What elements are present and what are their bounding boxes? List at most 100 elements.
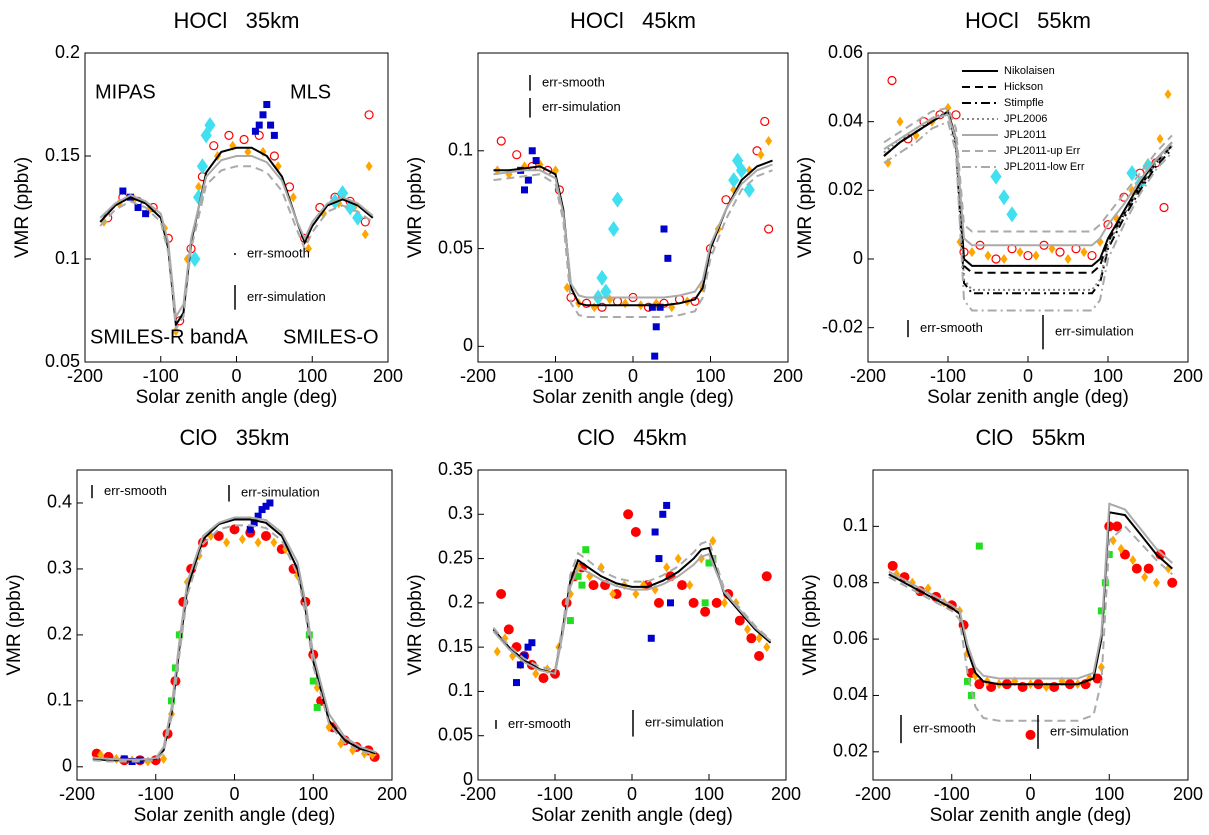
data-point [1080, 247, 1088, 258]
panel: HOCl 45km Solar zenith angle (deg) VMR (pp… [405, 8, 803, 408]
model-line [883, 109, 1173, 295]
data-point [990, 168, 1002, 185]
y-tick-label: 0.1 [55, 248, 80, 268]
data-point [1064, 254, 1072, 264]
chart-title: ClO 55km [975, 425, 1085, 450]
x-tick-label: -100 [930, 366, 966, 386]
plot-frame [84, 52, 389, 363]
data-point [239, 134, 249, 145]
data-point [1109, 535, 1117, 546]
legend-label: JPL2006 [1004, 113, 1047, 125]
x-tick-label: 200 [377, 784, 407, 804]
data-point [254, 512, 262, 520]
y-tick-label: 0.06 [833, 628, 868, 648]
data-point [667, 599, 674, 607]
y-axis-label: VMR (ppbv) [795, 157, 816, 258]
annotation: err-simulation [542, 99, 621, 114]
x-tick-label: 0 [1025, 784, 1035, 804]
data-point [244, 146, 252, 157]
x-tick-label: -200 [855, 784, 891, 804]
plot-frame [477, 52, 789, 363]
model-line [492, 552, 772, 675]
data-point [209, 141, 219, 151]
data-point [732, 152, 744, 169]
observation-series [120, 499, 274, 766]
data-point [1117, 543, 1125, 554]
legend-label: Stimpfle [1004, 97, 1044, 109]
data-point [975, 542, 983, 550]
data-point [254, 537, 262, 548]
plot-area [493, 116, 774, 360]
data-point [686, 580, 694, 591]
data-point [734, 615, 745, 626]
data-point [365, 161, 373, 172]
data-point [304, 243, 312, 254]
data-point [887, 560, 898, 571]
data-point [688, 597, 699, 608]
annotation: err-simulation [1050, 723, 1129, 738]
data-point [1032, 250, 1040, 261]
observation-series [168, 631, 321, 711]
y-tick-label: 0.05 [438, 237, 473, 257]
data-point [746, 633, 757, 644]
data-point [1129, 555, 1137, 566]
data-point [609, 589, 617, 599]
y-tick-label: 0.1 [448, 680, 473, 700]
data-point [258, 506, 266, 514]
data-point [596, 269, 608, 286]
data-point [630, 527, 641, 537]
data-point [705, 559, 713, 567]
data-point [674, 553, 682, 564]
data-point [160, 753, 168, 764]
x-tick-label: -200 [460, 784, 496, 804]
data-point [721, 195, 731, 205]
data-point [255, 121, 263, 129]
data-point [200, 127, 212, 144]
y-axis-label: VMR (ppbv) [800, 574, 821, 675]
data-point [1097, 607, 1105, 615]
data-point [887, 75, 897, 86]
data-point [660, 225, 668, 233]
data-point [1141, 572, 1149, 583]
data-point [663, 501, 671, 509]
y-tick-label: 0.3 [448, 503, 473, 523]
data-point [1126, 165, 1138, 182]
model-line [92, 524, 377, 763]
x-tick-label: 200 [373, 366, 403, 386]
data-point [189, 251, 201, 267]
data-point [352, 209, 364, 226]
data-point [896, 116, 904, 127]
annotation: err-smooth [104, 483, 167, 498]
legend-label: JPL2011-up Err [1004, 145, 1081, 157]
x-tick-label: 200 [1173, 366, 1203, 386]
x-tick-label: -100 [537, 366, 573, 386]
legend-label: Nikolaisen [1004, 65, 1055, 77]
y-tick-label: 0.06 [828, 42, 863, 62]
y-tick-label: 0.15 [438, 636, 473, 656]
y-tick-label: 0.1 [47, 690, 72, 710]
data-point [270, 131, 278, 139]
panel: ClO 45km Solar zenith angle (deg) VMR (ppb… [405, 425, 801, 826]
panel: ClO 55km Solar zenith angle (deg) VMR (ppb… [800, 425, 1203, 826]
data-point [503, 624, 514, 635]
data-point [600, 283, 612, 300]
y-tick-label: 0 [62, 756, 72, 776]
observation-series [103, 110, 374, 326]
data-point [313, 703, 321, 711]
model-line [492, 539, 772, 672]
data-point [760, 116, 770, 127]
data-point [623, 509, 634, 520]
y-tick-label: 0.2 [55, 42, 80, 62]
data-point [269, 151, 279, 161]
annotation: err-simulation [247, 289, 326, 304]
instrument-label: MLS [290, 81, 331, 103]
y-axis-label: VMR (ppbv) [4, 574, 25, 675]
model-line [99, 165, 374, 333]
data-point [1023, 250, 1033, 261]
model-line [883, 113, 1173, 247]
y-tick-label: 0.04 [828, 110, 863, 130]
data-point [1120, 549, 1130, 560]
data-point [1153, 577, 1160, 588]
data-point [611, 191, 624, 208]
x-tick-label: 0 [1023, 366, 1033, 386]
